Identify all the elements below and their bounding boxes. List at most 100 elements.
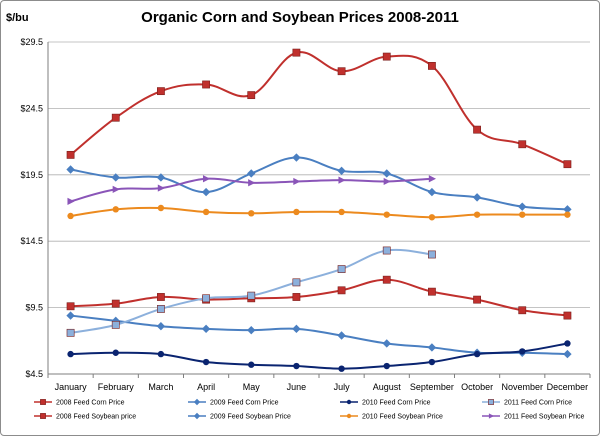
data-point xyxy=(564,340,571,347)
data-point xyxy=(193,398,201,406)
y-tick-label: $29.5 xyxy=(20,37,43,47)
data-point xyxy=(202,294,210,303)
data-point xyxy=(293,362,300,370)
legend-label: 2009 Feed Corn Price xyxy=(210,400,279,407)
data-point xyxy=(338,365,345,372)
data-point xyxy=(112,206,119,213)
data-point xyxy=(383,177,391,186)
data-point xyxy=(563,205,572,214)
data-point xyxy=(111,113,120,122)
series-2011-feed-soybean-price xyxy=(67,175,437,205)
series-2010-feed-soybean-price xyxy=(67,204,571,221)
legend-label: 2010 Feed Soybean Price xyxy=(362,414,443,421)
chart-title: Organic Corn and Soybean Prices 2008-201… xyxy=(141,9,459,26)
data-point xyxy=(337,286,346,295)
x-tick-label: August xyxy=(373,382,402,392)
data-point xyxy=(563,160,572,169)
data-point xyxy=(157,87,165,96)
data-point xyxy=(66,165,75,174)
series-line xyxy=(70,156,568,211)
data-point xyxy=(247,169,256,178)
data-point xyxy=(202,80,210,89)
data-point xyxy=(473,211,481,218)
data-point xyxy=(66,302,75,311)
data-point xyxy=(472,193,482,202)
y-tick-label: $9.5 xyxy=(25,303,43,313)
x-tick-label: November xyxy=(501,382,543,392)
data-point xyxy=(292,293,301,301)
data-point xyxy=(564,211,571,218)
data-point xyxy=(292,278,301,287)
series-2011-feed-corn-price xyxy=(66,246,436,337)
data-point xyxy=(111,320,120,329)
data-point xyxy=(428,62,436,70)
data-point xyxy=(40,399,46,405)
data-point xyxy=(202,358,210,366)
series-2008-feed-soybean-price xyxy=(66,48,572,169)
data-point xyxy=(337,166,346,176)
data-point xyxy=(247,91,256,100)
data-point xyxy=(383,362,390,370)
data-point xyxy=(292,324,301,334)
y-tick-label: $14.5 xyxy=(20,236,43,246)
data-point xyxy=(383,211,390,218)
x-tick-label: February xyxy=(98,382,135,392)
axis-layer: $4.5 $9.5 $14.5 $19.5 $24.5 $29.5 January Febru… xyxy=(20,37,591,392)
legend-item: 2009 Feed Corn Price xyxy=(188,398,279,407)
legend-label: 2009 Feed Soybean Price xyxy=(210,414,291,421)
y-tick-label: $4.5 xyxy=(25,369,43,379)
data-point xyxy=(66,328,75,337)
data-point xyxy=(518,202,527,211)
y-tick-label: $24.5 xyxy=(20,103,43,113)
x-tick-label: April xyxy=(197,382,215,392)
legend-item: 2011 Feed Soybean Price xyxy=(482,413,585,421)
series-line xyxy=(70,248,433,334)
data-point xyxy=(157,204,165,212)
data-point xyxy=(157,350,165,358)
data-point xyxy=(488,399,494,405)
series-2009-feed-corn-price xyxy=(66,311,572,359)
data-point xyxy=(157,184,166,192)
series-2008-feed-corn-price xyxy=(66,275,572,320)
x-tick-label: December xyxy=(547,382,589,392)
data-point xyxy=(248,179,256,187)
data-point xyxy=(66,311,75,320)
data-point xyxy=(112,185,120,194)
legend-item: 2011 Feed Corn Price xyxy=(482,399,572,407)
legend-item: 2010 Feed Corn Price xyxy=(340,400,431,407)
legend-item: 2008 Feed Soybean price xyxy=(34,413,136,421)
data-point xyxy=(67,197,75,205)
data-point xyxy=(337,331,346,340)
data-point xyxy=(111,173,120,182)
data-point xyxy=(519,348,526,355)
data-point xyxy=(202,175,211,183)
x-tick-label: March xyxy=(148,382,173,392)
data-point xyxy=(428,214,436,221)
data-point xyxy=(201,187,211,197)
legend-label: 2008 Feed Corn Price xyxy=(56,400,125,407)
data-point xyxy=(156,321,166,331)
data-point xyxy=(156,173,166,182)
x-tick-label: June xyxy=(287,382,307,392)
legend-label: 2008 Feed Soybean price xyxy=(56,414,136,421)
data-point xyxy=(293,177,301,186)
data-point xyxy=(427,343,437,352)
data-point xyxy=(292,48,301,57)
data-point xyxy=(247,291,256,300)
data-point xyxy=(338,208,345,216)
legend-item: 2009 Feed Soybean Price xyxy=(188,412,291,421)
x-tick-label: September xyxy=(410,382,454,392)
data-point xyxy=(473,350,481,358)
data-point xyxy=(67,350,74,358)
series-2009-feed-soybean-price xyxy=(66,153,572,214)
data-point xyxy=(473,125,481,134)
data-point xyxy=(382,246,391,255)
data-point xyxy=(563,311,572,320)
legend-label: 2011 Feed Soybean Price xyxy=(504,414,585,421)
data-point xyxy=(293,208,300,216)
data-point xyxy=(382,52,391,61)
data-point xyxy=(193,412,201,420)
series-2010-feed-corn-price xyxy=(67,340,571,372)
data-point xyxy=(346,399,352,405)
